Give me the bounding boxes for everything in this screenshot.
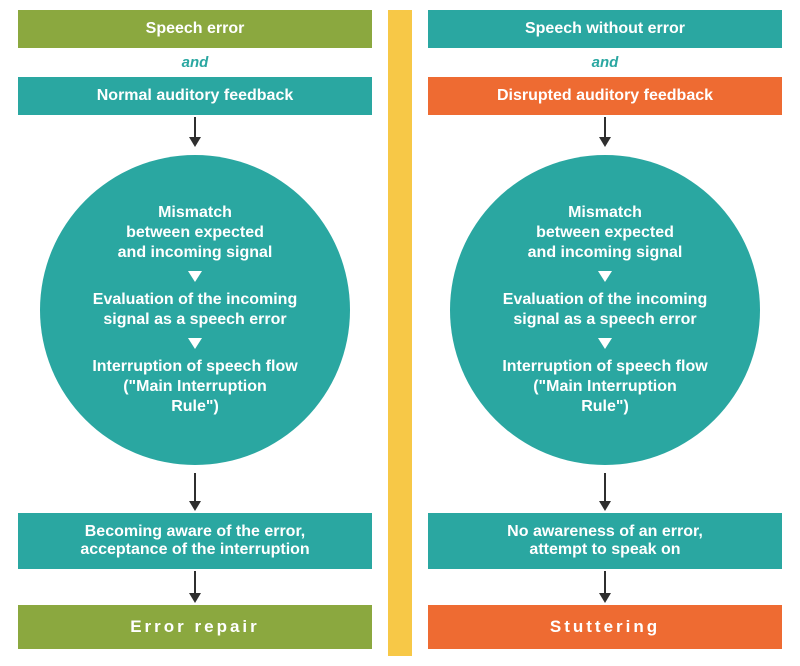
left-column: Speech error and Normal auditory feedbac… bbox=[10, 10, 380, 656]
arrow-white-icon bbox=[188, 271, 202, 282]
arrow-line bbox=[604, 117, 606, 137]
right-circle-step3: Interruption of speech flow("Main Interr… bbox=[502, 357, 707, 417]
left-and: and bbox=[182, 54, 209, 71]
right-column: Speech without error and Disrupted audit… bbox=[420, 10, 790, 656]
arrow-head-icon bbox=[599, 501, 611, 511]
left-circle-step2: Evaluation of the incomingsignal as a sp… bbox=[93, 290, 297, 330]
arrow-line bbox=[604, 473, 606, 501]
right-box-1: Speech without error bbox=[428, 10, 782, 48]
arrow-white-icon bbox=[188, 338, 202, 349]
arrow-icon bbox=[599, 117, 611, 147]
arrow-head-icon bbox=[189, 501, 201, 511]
arrow-white-icon bbox=[598, 338, 612, 349]
divider-bar bbox=[388, 10, 412, 656]
left-box-2: Normal auditory feedback bbox=[18, 77, 372, 115]
divider bbox=[380, 10, 420, 656]
right-and: and bbox=[592, 54, 619, 71]
right-box-2: Disrupted auditory feedback bbox=[428, 77, 782, 115]
arrow-head-icon bbox=[189, 137, 201, 147]
arrow-icon bbox=[599, 473, 611, 511]
left-circle: Mismatchbetween expectedand incoming sig… bbox=[40, 155, 350, 465]
left-box-4: Error repair bbox=[18, 605, 372, 649]
arrow-head-icon bbox=[599, 137, 611, 147]
arrow-white-icon bbox=[598, 271, 612, 282]
right-box-3: No awareness of an error,attempt to spea… bbox=[428, 513, 782, 569]
arrow-line bbox=[194, 117, 196, 137]
right-circle: Mismatchbetween expectedand incoming sig… bbox=[450, 155, 760, 465]
arrow-icon bbox=[189, 473, 201, 511]
arrow-line bbox=[194, 473, 196, 501]
arrow-icon bbox=[189, 117, 201, 147]
arrow-icon bbox=[189, 571, 201, 603]
right-box-4: Stuttering bbox=[428, 605, 782, 649]
arrow-icon bbox=[599, 571, 611, 603]
left-circle-step3: Interruption of speech flow("Main Interr… bbox=[92, 357, 297, 417]
arrow-line bbox=[194, 571, 196, 593]
arrow-line bbox=[604, 571, 606, 593]
left-box-1: Speech error bbox=[18, 10, 372, 48]
arrow-head-icon bbox=[189, 593, 201, 603]
arrow-head-icon bbox=[599, 593, 611, 603]
right-circle-step2: Evaluation of the incomingsignal as a sp… bbox=[503, 290, 707, 330]
left-circle-step1: Mismatchbetween expectedand incoming sig… bbox=[118, 203, 273, 263]
right-circle-step1: Mismatchbetween expectedand incoming sig… bbox=[528, 203, 683, 263]
diagram-container: Speech error and Normal auditory feedbac… bbox=[0, 0, 800, 666]
left-box-3: Becoming aware of the error,acceptance o… bbox=[18, 513, 372, 569]
